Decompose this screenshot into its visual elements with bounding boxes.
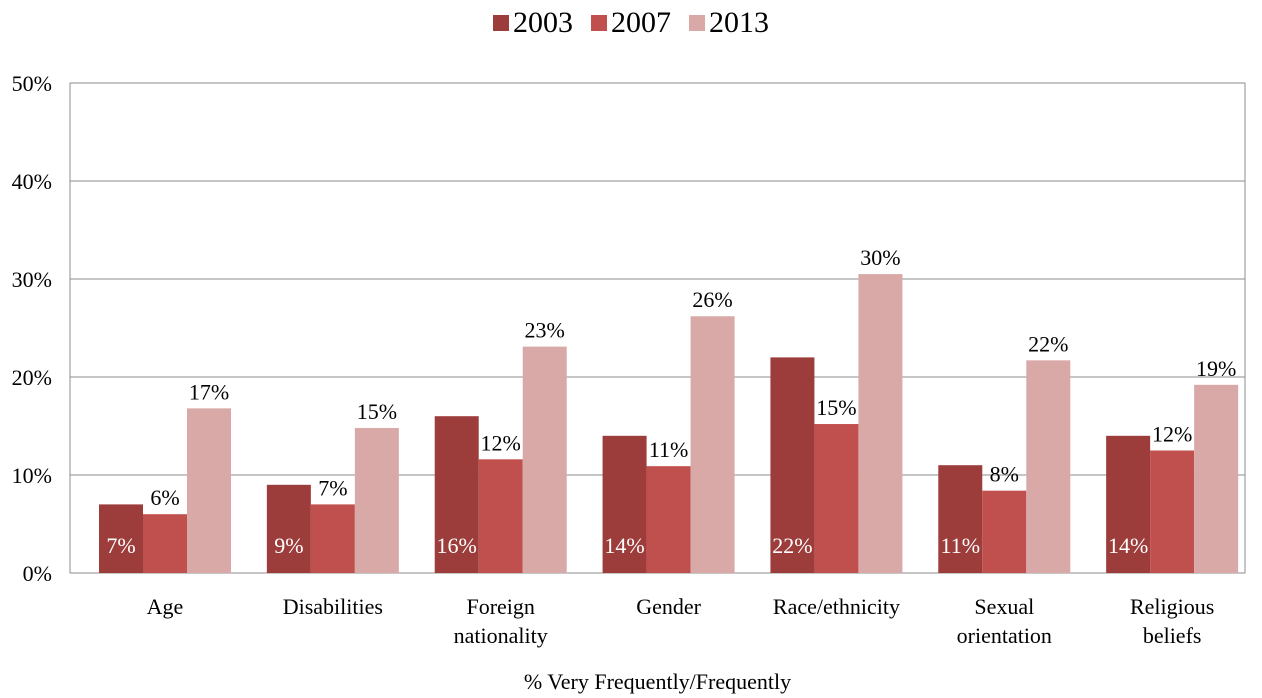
bar: [602, 435, 647, 573]
data-label: 11%: [649, 437, 689, 462]
data-label: 19%: [1196, 356, 1236, 381]
legend-swatch-2013: [689, 15, 705, 31]
legend: 2003 2007 2013: [0, 6, 1262, 40]
x-tick-label: Age: [147, 594, 184, 619]
y-tick-label: 10%: [12, 463, 52, 488]
y-tick-label: 50%: [12, 71, 52, 96]
x-axis-title: % Very Frequently/Frequently: [524, 669, 791, 694]
x-tick-label: Race/ethnicity: [773, 594, 900, 619]
data-label: 7%: [106, 533, 135, 558]
legend-label-2007: 2007: [611, 6, 671, 39]
y-tick-label: 0%: [23, 561, 52, 586]
data-label: 8%: [990, 462, 1019, 487]
bar: [99, 504, 143, 573]
x-tick-label: Sexual: [974, 594, 1034, 619]
legend-label-2013: 2013: [709, 6, 769, 39]
data-label: 30%: [860, 245, 900, 270]
legend-item-2013: 2013: [689, 6, 769, 40]
y-tick-label: 40%: [12, 169, 52, 194]
bar: [354, 427, 399, 573]
data-label: 22%: [1028, 331, 1068, 356]
data-label: 7%: [318, 475, 347, 500]
bar: [187, 408, 231, 573]
data-label: 23%: [525, 318, 565, 343]
bar: [690, 316, 735, 573]
x-tick-label: orientation: [957, 623, 1052, 648]
x-tick-label: Religious: [1130, 594, 1214, 619]
bar: [310, 504, 355, 573]
data-label: 12%: [481, 430, 521, 455]
bar: [938, 465, 983, 573]
x-tick-label: nationality: [454, 623, 548, 648]
data-label: 26%: [692, 287, 732, 312]
x-tick-label: Disabilities: [283, 594, 383, 619]
legend-label-2003: 2003: [513, 6, 573, 39]
bar: [1106, 435, 1151, 573]
bar: [434, 416, 479, 573]
data-label: 16%: [437, 533, 477, 558]
bar: [646, 466, 691, 573]
bar: [522, 346, 567, 573]
bar: [1026, 360, 1071, 573]
bar: [1150, 450, 1195, 573]
bar: [858, 274, 903, 573]
x-tick-label: beliefs: [1143, 623, 1202, 648]
data-label: 11%: [941, 533, 981, 558]
legend-item-2003: 2003: [493, 6, 573, 40]
bar: [814, 424, 859, 573]
bar: [478, 459, 523, 573]
data-label: 6%: [150, 485, 179, 510]
y-tick-label: 20%: [12, 365, 52, 390]
bar: [770, 357, 815, 573]
y-tick-label: 30%: [12, 267, 52, 292]
legend-item-2007: 2007: [591, 6, 671, 40]
bar: [266, 484, 311, 573]
data-label: 14%: [1108, 533, 1148, 558]
data-label: 22%: [772, 533, 812, 558]
data-label: 17%: [189, 379, 229, 404]
bar: [1194, 384, 1239, 573]
x-tick-label: Foreign: [466, 594, 534, 619]
x-tick-label: Gender: [636, 594, 701, 619]
bar: [982, 490, 1027, 573]
bar: [143, 514, 187, 573]
data-label: 15%: [357, 399, 397, 424]
data-label: 12%: [1152, 422, 1192, 447]
data-label: 15%: [816, 395, 856, 420]
legend-swatch-2003: [493, 15, 509, 31]
data-label: 14%: [604, 533, 644, 558]
legend-swatch-2007: [591, 15, 607, 31]
data-label: 9%: [274, 533, 303, 558]
